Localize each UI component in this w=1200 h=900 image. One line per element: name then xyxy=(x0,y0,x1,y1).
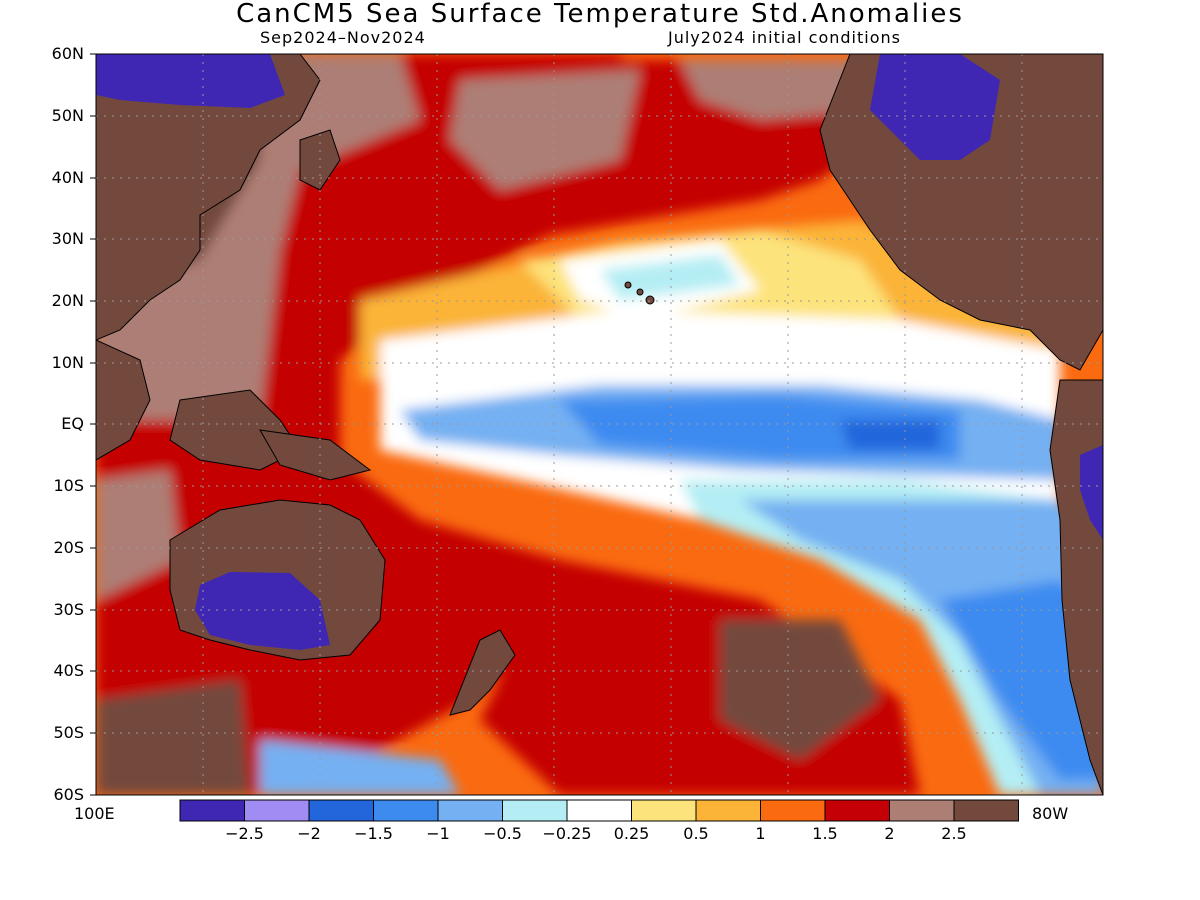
forecast-period: Sep2024–Nov2024 xyxy=(260,28,426,47)
lat-label: 10S xyxy=(53,476,84,495)
hawaii xyxy=(624,281,655,305)
colorbar-swatch xyxy=(695,799,761,822)
lat-label: 20N xyxy=(51,291,84,310)
colorbar-label: 1.5 xyxy=(812,824,838,843)
colorbar-label: 2 xyxy=(884,824,895,843)
chart-title: CanCM5 Sea Surface Temperature Std.Anoma… xyxy=(236,0,964,29)
lat-label: 50S xyxy=(53,723,84,742)
lat-label: 30S xyxy=(53,600,84,619)
australia-cold-patch xyxy=(195,572,330,650)
lat-label: EQ xyxy=(61,414,84,433)
colorbar-swatch xyxy=(373,799,439,822)
colorbar-swatch xyxy=(953,799,1019,822)
colorbar-swatch xyxy=(631,799,697,822)
colorbar xyxy=(179,799,1019,822)
colorbar-label: 0.25 xyxy=(613,824,650,843)
colorbar-label: −1.5 xyxy=(354,824,393,843)
colorbar-swatch xyxy=(244,799,310,822)
colorbar-swatch xyxy=(889,799,955,822)
colorbar-label: −0.5 xyxy=(483,824,522,843)
lat-label: 60N xyxy=(51,44,84,63)
lat-ticks xyxy=(90,53,96,796)
colorbar-swatch xyxy=(437,799,503,822)
lat-label: 50N xyxy=(51,106,84,125)
asia-cold-patch xyxy=(96,54,285,108)
colorbar-swatch xyxy=(760,799,826,822)
lon-label-right: 80W xyxy=(1032,804,1069,823)
colorbar-label: −0.25 xyxy=(542,824,592,843)
grid-lines xyxy=(96,54,1103,795)
colorbar-swatch xyxy=(566,799,632,822)
colorbar-swatch xyxy=(502,799,568,822)
lat-label: 30N xyxy=(51,229,84,248)
colorbar-swatch xyxy=(824,799,890,822)
initial-conditions: July2024 initial conditions xyxy=(668,28,901,47)
colorbar-label: −2 xyxy=(297,824,321,843)
colorbar-label: −2.5 xyxy=(225,824,264,843)
lat-label: 60S xyxy=(53,785,84,804)
lon-label-left: 100E xyxy=(74,804,115,823)
colorbar-label: 2.5 xyxy=(941,824,967,843)
colorbar-label: 1 xyxy=(755,824,766,843)
colorbar-swatch xyxy=(179,799,245,822)
lat-label: 20S xyxy=(53,538,84,557)
lat-label: 40N xyxy=(51,168,84,187)
anomaly-field xyxy=(96,54,1103,795)
colorbar-label: −1 xyxy=(426,824,450,843)
north-america-cold-patch xyxy=(870,54,1000,160)
lat-label: 10N xyxy=(51,353,84,372)
colorbar-label: 0.5 xyxy=(683,824,709,843)
lat-label: 40S xyxy=(53,661,84,680)
colorbar-swatch xyxy=(308,799,374,822)
